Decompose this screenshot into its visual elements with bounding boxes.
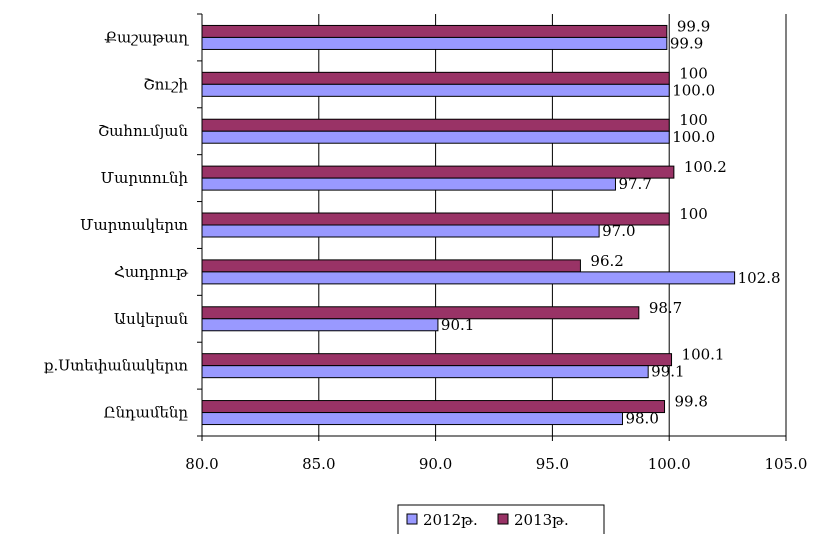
bar-2013 — [201, 71, 670, 85]
data-label-2013: 100 — [679, 111, 708, 129]
bar-2012 — [201, 36, 668, 50]
bar-2013 — [201, 306, 640, 320]
category-label: Շուշի — [143, 75, 188, 93]
x-tick-label: 95.0 — [536, 455, 569, 473]
category-label: ք.Ստեփանակերտ — [44, 357, 188, 375]
data-label-2012: 90.1 — [441, 316, 474, 334]
category-label: Ընդամենը — [103, 404, 188, 422]
data-label-2012: 98.0 — [625, 410, 658, 428]
data-label-2012: 97.7 — [618, 175, 651, 193]
data-label-2012: 99.1 — [651, 363, 684, 381]
data-label-2013: 99.8 — [675, 393, 708, 411]
bar-2012 — [201, 271, 736, 285]
bar-2012 — [201, 177, 616, 191]
category-label: Հադրութ — [114, 263, 189, 281]
data-label-2012: 99.9 — [670, 34, 703, 52]
data-label-2013: 100.2 — [684, 158, 727, 176]
bar-2012 — [201, 130, 670, 144]
data-label-2012: 100.0 — [672, 128, 715, 146]
bar-2012 — [201, 83, 670, 97]
x-tick-label: 100.0 — [648, 455, 691, 473]
bar-2013 — [201, 118, 670, 132]
data-label-2012: 97.0 — [602, 222, 635, 240]
data-label-2013: 99.9 — [677, 17, 710, 35]
bar-2012 — [201, 318, 439, 332]
bar-2012 — [201, 224, 600, 238]
data-label-2013: 100 — [679, 64, 708, 82]
x-tick-label: 105.0 — [765, 455, 808, 473]
x-tick-label: 90.0 — [419, 455, 452, 473]
data-label-2012: 102.8 — [738, 269, 781, 287]
data-label-2013: 100.1 — [682, 346, 725, 364]
x-tick-label: 85.0 — [302, 455, 335, 473]
axes: 80.0 85.0 90.0 95.0 100.0 105.0 — [185, 13, 808, 473]
x-tick-label: 80.0 — [185, 455, 218, 473]
legend-swatch-2012 — [406, 513, 418, 525]
legend-swatch-2013 — [497, 513, 509, 525]
data-label-2013: 100 — [679, 205, 708, 223]
bar-2013 — [201, 259, 581, 273]
bar-2013 — [201, 212, 670, 226]
data-label-2013: 98.7 — [649, 299, 682, 317]
legend: 2012թ. 2013թ. — [397, 504, 605, 534]
labels: Քաշաթաղ99.999.9Շուշի100100.0Շահումյան100… — [44, 17, 781, 427]
category-label: Քաշաթաղ — [104, 28, 189, 46]
category-label: Շահումյան — [98, 122, 189, 140]
data-label-2013: 96.2 — [590, 252, 623, 270]
legend-label-2012: 2012թ. — [423, 511, 478, 529]
category-label: Մարտակերտ — [80, 216, 188, 234]
category-label: Մարտունի — [101, 169, 189, 187]
bar-2013 — [201, 400, 666, 414]
category-label: Ասկերան — [114, 310, 189, 328]
data-label-2012: 100.0 — [672, 81, 715, 99]
bar-2013 — [201, 24, 668, 38]
bar-2013 — [201, 165, 675, 179]
bar-2013 — [201, 353, 673, 367]
legend-label-2013: 2013թ. — [514, 511, 569, 529]
bar-2012 — [201, 412, 623, 426]
bar-2012 — [201, 365, 649, 379]
